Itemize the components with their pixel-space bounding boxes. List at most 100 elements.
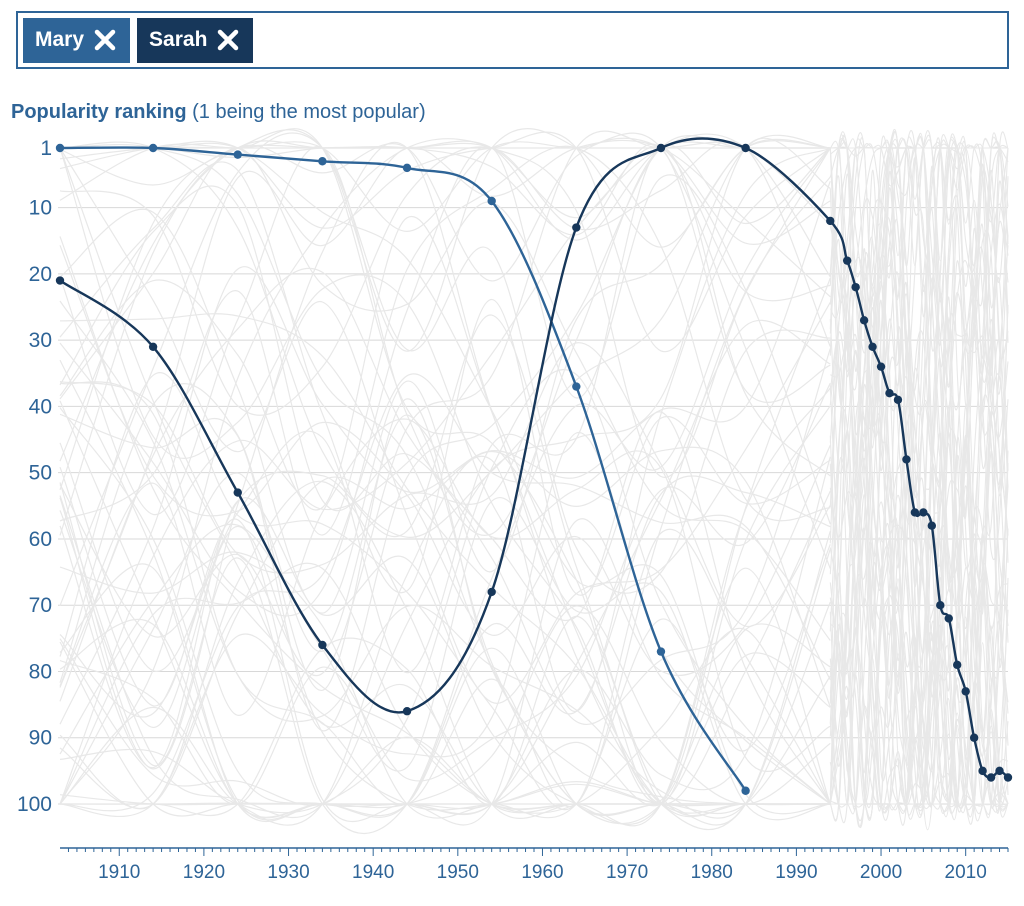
data-point-sarah[interactable]	[927, 521, 937, 530]
data-point-sarah[interactable]	[842, 256, 852, 265]
data-point-sarah[interactable]	[969, 733, 979, 742]
data-point-sarah[interactable]	[986, 773, 996, 782]
data-point-sarah[interactable]	[851, 282, 860, 292]
x-tick-label: 1910	[98, 862, 140, 883]
background-name-line	[59, 137, 831, 819]
x-tick-label: 1960	[521, 862, 563, 883]
background-name-line	[59, 359, 831, 826]
background-name-line	[59, 387, 831, 827]
data-point-sarah[interactable]	[868, 342, 877, 351]
data-point-sarah[interactable]	[148, 342, 158, 351]
background-name-line	[59, 510, 831, 826]
background-name-line	[59, 135, 831, 732]
background-name-line	[59, 497, 831, 825]
background-name-line	[829, 132, 1009, 818]
background-name-line	[59, 128, 831, 490]
y-tick-label: 50	[29, 462, 52, 485]
data-point-sarah[interactable]	[902, 455, 911, 464]
close-icon[interactable]	[217, 29, 239, 51]
data-point-sarah[interactable]	[402, 707, 412, 716]
series-line-sarah[interactable]	[59, 137, 1009, 779]
data-point-sarah[interactable]	[233, 488, 242, 497]
background-name-line	[829, 432, 1009, 813]
data-point-sarah[interactable]	[859, 316, 869, 325]
background-name-line	[829, 139, 1009, 805]
data-point-sarah[interactable]	[893, 395, 903, 404]
data-point-sarah[interactable]	[978, 766, 987, 776]
data-point-sarah[interactable]	[876, 362, 886, 371]
background-name-line	[59, 400, 831, 819]
data-point-sarah[interactable]	[961, 687, 970, 696]
data-point-sarah[interactable]	[826, 216, 835, 226]
background-name-line	[59, 215, 831, 831]
x-tick-label: 1970	[606, 862, 648, 883]
background-name-line	[59, 497, 831, 821]
background-name-line	[59, 134, 831, 538]
background-name-line	[59, 137, 831, 536]
y-tick-label: 30	[29, 329, 52, 352]
data-point-mary[interactable]	[233, 150, 242, 159]
background-name-line	[829, 305, 1009, 805]
data-point-mary[interactable]	[402, 163, 412, 173]
series-line-mary[interactable]	[59, 146, 747, 792]
data-point-mary[interactable]	[318, 157, 327, 166]
name-filter-box[interactable]: Mary Sarah	[16, 11, 1009, 69]
data-point-mary[interactable]	[741, 786, 750, 795]
name-chip-mary[interactable]: Mary	[23, 17, 131, 63]
background-name-line	[60, 142, 831, 815]
background-name-line	[59, 133, 831, 278]
chart-title-rest: (1 being the most popular)	[186, 101, 426, 123]
background-name-line	[59, 131, 831, 353]
data-point-sarah[interactable]	[995, 766, 1004, 776]
background-name-line	[60, 615, 831, 818]
background-name-line	[59, 140, 831, 416]
data-point-sarah[interactable]	[953, 660, 962, 670]
data-point-sarah[interactable]	[55, 276, 65, 285]
background-name-line	[829, 137, 1009, 815]
data-point-sarah[interactable]	[910, 508, 920, 517]
data-point-mary[interactable]	[572, 382, 581, 391]
background-name-line	[59, 369, 831, 814]
y-tick-label: 70	[29, 594, 52, 617]
data-point-sarah[interactable]	[572, 223, 581, 232]
background-name-line	[829, 330, 1009, 824]
series-lines	[55, 137, 1013, 795]
background-name-line	[829, 130, 1009, 699]
data-point-mary[interactable]	[55, 143, 65, 153]
y-tick-label: 90	[29, 727, 52, 750]
background-name-line	[59, 551, 831, 819]
background-name-line	[59, 267, 831, 805]
background-name-line	[829, 136, 1009, 808]
data-point-sarah[interactable]	[741, 143, 750, 153]
data-point-sarah[interactable]	[944, 614, 953, 623]
data-point-sarah[interactable]	[656, 143, 666, 153]
x-tick-label: 1930	[267, 862, 309, 883]
y-tick-label: 40	[29, 395, 52, 418]
data-point-sarah[interactable]	[919, 508, 928, 517]
close-icon[interactable]	[94, 29, 116, 51]
background-lines	[59, 128, 1009, 835]
background-name-line	[59, 141, 831, 805]
data-point-sarah[interactable]	[318, 640, 327, 650]
data-point-sarah[interactable]	[936, 601, 945, 610]
x-tick-label: 2000	[860, 862, 902, 883]
data-point-sarah[interactable]	[1003, 773, 1013, 782]
data-point-mary[interactable]	[148, 143, 158, 153]
y-tick-label: 20	[29, 263, 52, 286]
background-name-line	[59, 147, 831, 704]
data-point-sarah[interactable]	[885, 388, 894, 398]
background-name-line	[59, 138, 831, 805]
background-name-line	[59, 446, 831, 809]
chip-label: Sarah	[149, 28, 208, 51]
background-name-line	[59, 475, 831, 818]
background-name-line	[829, 527, 1009, 814]
data-point-sarah[interactable]	[487, 587, 496, 597]
name-chip-sarah[interactable]: Sarah	[137, 17, 254, 63]
background-name-line	[59, 382, 831, 805]
x-tick-label: 1920	[183, 862, 225, 883]
data-point-mary[interactable]	[487, 196, 496, 206]
x-tick-label: 1940	[352, 862, 394, 883]
y-tick-label: 100	[17, 793, 52, 816]
x-tick-label: 2010	[945, 862, 987, 883]
data-point-mary[interactable]	[656, 647, 666, 656]
